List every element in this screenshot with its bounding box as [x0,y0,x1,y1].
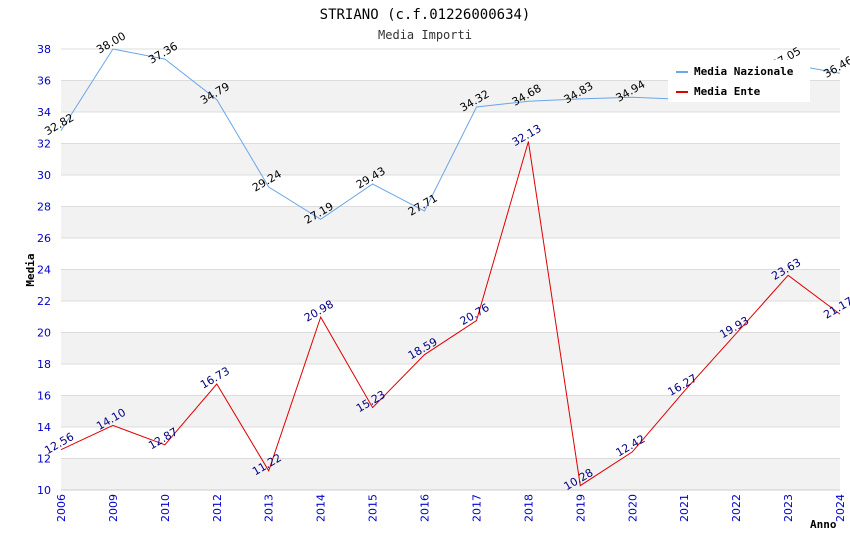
y-axis-label: Media [24,253,37,286]
y-tick-label: 38 [37,43,51,56]
legend: Media Nazionale Media Ente [668,60,810,102]
plot-band [61,301,840,333]
plot-band [61,112,840,144]
y-tick-label: 20 [37,327,51,340]
y-tick-label: 34 [37,106,51,119]
x-tick-label: 2024 [834,494,847,522]
grid-lines [61,48,840,491]
chart-title: STRIANO (c.f.01226000634) [320,7,531,23]
plot-band [61,206,840,238]
x-tick-label: 2023 [782,494,795,522]
x-tick-label: 2012 [211,494,224,522]
legend-label-media-nazionale: Media Nazionale [694,65,794,78]
y-tick-label: 16 [37,390,51,403]
y-tick-labels: 10 12 14 16 18 20 22 24 26 28 30 32 34 36 38 [37,43,51,497]
y-tick-label: 32 [37,138,51,151]
x-tick-label: 2016 [419,494,432,522]
x-tick-label: 2019 [574,494,587,522]
y-tick-label: 36 [37,75,51,88]
y-tick-label: 30 [37,169,51,182]
y-tick-label: 26 [37,232,51,245]
x-tick-label: 2013 [263,494,276,522]
plot-bands [61,49,840,490]
x-tick-label: 2010 [159,494,172,522]
series-line-media-ente [60,141,841,487]
plot-band [61,175,840,207]
plot-band [61,364,840,396]
x-tick-label: 2009 [107,494,120,522]
x-tick-label: 2021 [678,494,691,522]
x-tick-label: 2014 [315,494,328,522]
plot-band [61,458,840,490]
x-tick-label: 2017 [470,494,483,522]
x-tick-label: 2006 [55,494,68,522]
x-axis-label: Anno [810,518,837,531]
x-tick-label: 2015 [367,494,380,522]
x-tick-label: 2022 [730,494,743,522]
y-tick-label: 18 [37,358,51,371]
legend-box [668,60,810,102]
plot-band [61,269,840,301]
x-tick-labels: 2006 2009 2010 2012 2013 2014 2015 2016 2017 2018… [55,494,847,522]
y-tick-label: 14 [37,421,51,434]
y-tick-label: 12 [37,453,51,466]
y-tick-label: 28 [37,201,51,214]
y-tick-label: 24 [37,264,51,277]
x-tick-label: 2020 [626,494,639,522]
plot-band [61,395,840,427]
plot-band [61,427,840,459]
x-tick-label: 2018 [522,494,535,522]
chart-subtitle: Media Importi [378,28,472,42]
y-tick-label: 22 [37,295,51,308]
y-tick-label: 10 [37,484,51,497]
plot-band [61,238,840,270]
legend-label-media-ente: Media Ente [694,85,761,98]
